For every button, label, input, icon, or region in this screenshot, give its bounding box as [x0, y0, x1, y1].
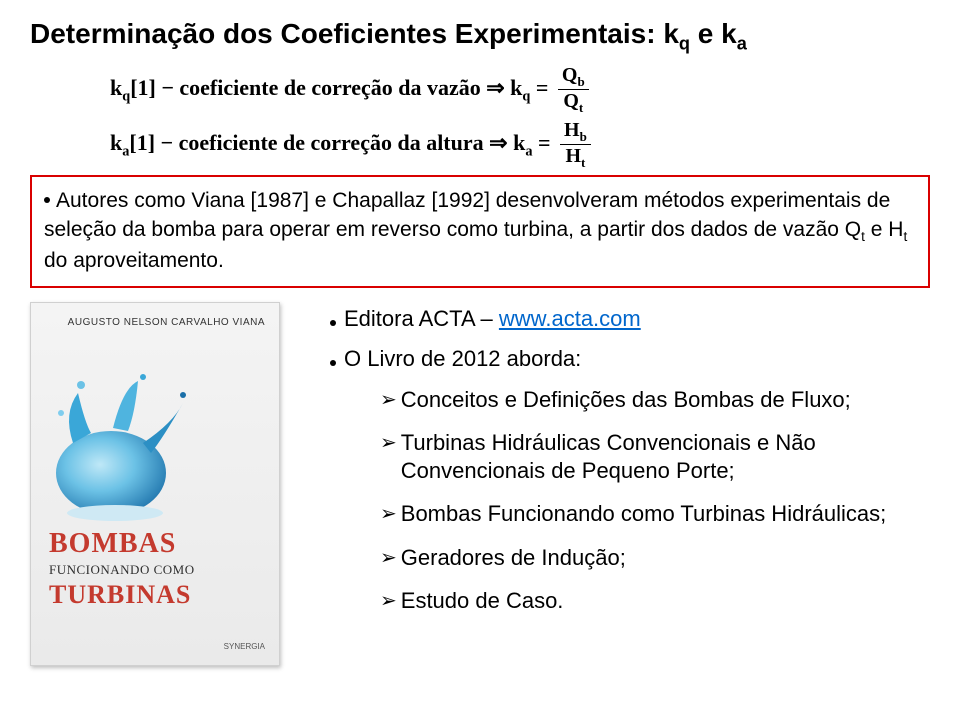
list-item: ➢Estudo de Caso.: [380, 587, 930, 615]
bullet-icon: [330, 320, 336, 326]
book-publisher: SYNERGIA: [224, 642, 265, 651]
water-splash-icon: [43, 373, 193, 533]
list-item: ➢Bombas Funcionando como Turbinas Hidráu…: [380, 500, 930, 528]
title-text: Determinação dos Coeficientes Experiment…: [30, 18, 679, 49]
redbox-mid: e H: [865, 218, 904, 241]
eq1-numerator: Qb: [558, 65, 589, 90]
eq1-fraction: Qb Qt: [558, 65, 589, 114]
book-title-block: BOMBAS FUNCIONANDO COMO TURBINAS: [49, 528, 195, 610]
book-cover: AUGUSTO NELSON CARVALHO VIANA: [30, 302, 280, 666]
chevron-icon: ➢: [380, 589, 397, 614]
eq2-denominator: Ht: [561, 145, 589, 169]
eq2-numerator: Hb: [560, 120, 591, 145]
equation-ka: ka[1] − coeficiente de correção da altur…: [110, 120, 930, 169]
lower-section: AUGUSTO NELSON CARVALHO VIANA: [30, 302, 930, 666]
book-author: AUGUSTO NELSON CARVALHO VIANA: [68, 317, 265, 328]
eq1-denominator: Qt: [559, 90, 587, 114]
eq2-fraction: Hb Ht: [560, 120, 591, 169]
title-sub-a: a: [737, 34, 747, 54]
slide: Determinação dos Coeficientes Experiment…: [0, 0, 960, 704]
page-title: Determinação dos Coeficientes Experiment…: [30, 18, 930, 55]
editor-line: Editora ACTA – www.acta.com: [330, 306, 930, 332]
bullet-icon: [330, 360, 336, 366]
book-title-line1: BOMBAS: [49, 528, 195, 560]
title-text-mid: e k: [690, 18, 737, 49]
eq1-lhs: kq[1] − coeficiente de correção da vazão…: [110, 71, 554, 108]
chevron-icon: ➢: [380, 388, 397, 413]
editor-link[interactable]: www.acta.com: [499, 306, 641, 331]
eq2-lhs: ka[1] − coeficiente de correção da altur…: [110, 126, 556, 163]
chevron-icon: ➢: [380, 431, 397, 456]
book-label-line: O Livro de 2012 aborda:: [330, 346, 930, 372]
book-title-line3: TURBINAS: [49, 580, 195, 610]
redbox-after: do aproveitamento.: [44, 249, 224, 272]
book-title-line2: FUNCIONANDO COMO: [49, 562, 195, 578]
list-item: ➢Geradores de Indução;: [380, 544, 930, 572]
highlight-box: Autores como Viana [1987] e Chapallaz [1…: [30, 175, 930, 288]
bullet-icon: [44, 197, 50, 203]
list-item: ➢Turbinas Hidráulicas Convencionais e Nã…: [380, 429, 930, 484]
right-column: Editora ACTA – www.acta.com O Livro de 2…: [330, 306, 930, 666]
chevron-icon: ➢: [380, 546, 397, 571]
redbox-sub-ht: t: [903, 229, 907, 244]
chevron-icon: ➢: [380, 502, 397, 527]
redbox-text: Autores como Viana [1987] e Chapallaz [1…: [44, 189, 890, 241]
topic-list: ➢Conceitos e Definições das Bombas de Fl…: [380, 386, 930, 615]
title-sub-q: q: [679, 34, 690, 54]
list-item: ➢Conceitos e Definições das Bombas de Fl…: [380, 386, 930, 414]
equations-block: kq[1] − coeficiente de correção da vazão…: [110, 65, 930, 169]
equation-kq: kq[1] − coeficiente de correção da vazão…: [110, 65, 930, 114]
book-label: O Livro de 2012 aborda:: [344, 346, 581, 372]
editor-label: Editora ACTA –: [344, 306, 499, 331]
